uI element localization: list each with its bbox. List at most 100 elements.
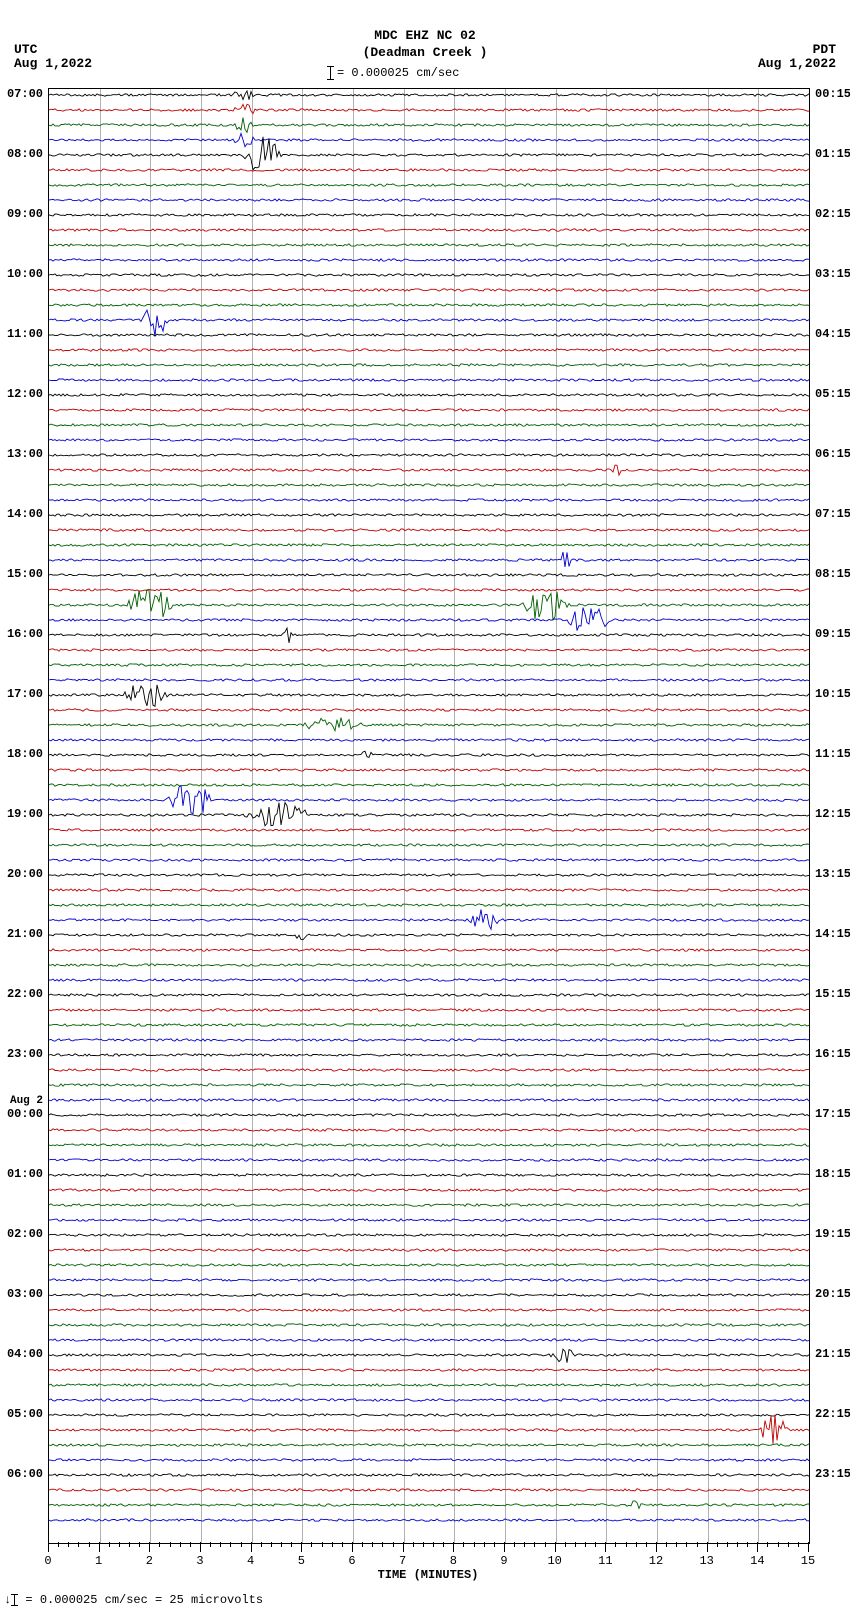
x-tick-minor (109, 1542, 110, 1547)
x-tick-minor (230, 1542, 231, 1547)
x-tick-label: 5 (298, 1554, 305, 1568)
left-time-label: 08:00 (7, 147, 43, 161)
footer-bar-icon (14, 1594, 15, 1606)
left-time-label: 09:00 (7, 207, 43, 221)
station-name: (Deadman Creek ) (0, 45, 850, 62)
x-tick-label: 7 (399, 1554, 406, 1568)
left-time-label: 17:00 (7, 687, 43, 701)
footer-eq: = (25, 1593, 32, 1607)
x-tick-major (757, 1542, 758, 1552)
x-tick-label: 14 (750, 1554, 764, 1568)
x-tick-minor (686, 1542, 687, 1547)
x-tick-label: 15 (801, 1554, 815, 1568)
x-tick-minor (494, 1542, 495, 1547)
left-time-label: 10:00 (7, 267, 43, 281)
x-tick-minor (737, 1542, 738, 1547)
x-tick-major (48, 1542, 49, 1552)
right-time-label: 08:15 (815, 567, 850, 581)
right-time-label: 18:15 (815, 1167, 850, 1181)
x-tick-minor (261, 1542, 262, 1547)
x-tick-minor (545, 1542, 546, 1547)
left-date2-label: Aug 2 (10, 1095, 43, 1107)
tz-left-label: UTC (14, 42, 37, 57)
x-tick-minor (78, 1542, 79, 1547)
right-time-label: 04:15 (815, 327, 850, 341)
x-tick-minor (129, 1542, 130, 1547)
right-time-label: 01:15 (815, 147, 850, 161)
left-time-label: 19:00 (7, 807, 43, 821)
x-tick-major (504, 1542, 505, 1552)
x-tick-minor (413, 1542, 414, 1547)
x-axis: TIME (MINUTES) 0123456789101112131415 (48, 1542, 808, 1572)
x-tick-minor (484, 1542, 485, 1547)
x-tick-minor (666, 1542, 667, 1547)
x-tick-minor (220, 1542, 221, 1547)
right-time-label: 16:15 (815, 1047, 850, 1061)
x-tick-minor (372, 1542, 373, 1547)
left-time-label: 14:00 (7, 507, 43, 521)
left-time-label: 16:00 (7, 627, 43, 641)
right-time-label: 02:15 (815, 207, 850, 221)
left-time-label: 03:00 (7, 1287, 43, 1301)
x-tick-minor (241, 1542, 242, 1547)
x-tick-major (149, 1542, 150, 1552)
x-tick-label: 4 (247, 1554, 254, 1568)
x-tick-major (808, 1542, 809, 1552)
right-time-label: 20:15 (815, 1287, 850, 1301)
footer-scale: ↓ = 0.000025 cm/sec = 25 microvolts (4, 1593, 263, 1607)
x-tick-major (707, 1542, 708, 1552)
x-axis-title: TIME (MINUTES) (48, 1568, 808, 1582)
x-tick-minor (575, 1542, 576, 1547)
x-tick-minor (595, 1542, 596, 1547)
plot-area: 07:0008:0009:0010:0011:0012:0013:0014:00… (48, 88, 810, 1544)
x-tick-minor (322, 1542, 323, 1547)
x-tick-minor (119, 1542, 120, 1547)
left-time-label: 21:00 (7, 927, 43, 941)
left-time-label: 12:00 (7, 387, 43, 401)
x-tick-minor (271, 1542, 272, 1547)
x-tick-minor (615, 1542, 616, 1547)
left-time-label: 06:00 (7, 1467, 43, 1481)
x-tick-minor (676, 1542, 677, 1547)
left-time-label: 13:00 (7, 447, 43, 461)
x-tick-label: 1 (95, 1554, 102, 1568)
x-tick-major (555, 1542, 556, 1552)
footer-arrow-icon: ↓ (4, 1593, 11, 1607)
x-tick-minor (382, 1542, 383, 1547)
right-time-label: 22:15 (815, 1407, 850, 1421)
x-tick-major (352, 1542, 353, 1552)
x-tick-label: 2 (146, 1554, 153, 1568)
x-tick-minor (778, 1542, 779, 1547)
right-time-label: 10:15 (815, 687, 850, 701)
x-tick-major (251, 1542, 252, 1552)
left-time-label: 04:00 (7, 1347, 43, 1361)
x-tick-minor (697, 1542, 698, 1547)
right-time-label: 21:15 (815, 1347, 850, 1361)
left-time-label: 22:00 (7, 987, 43, 1001)
left-time-label: 00:00 (7, 1107, 43, 1121)
x-tick-label: 10 (547, 1554, 561, 1568)
x-tick-major (200, 1542, 201, 1552)
x-tick-label: 9 (500, 1554, 507, 1568)
x-tick-label: 11 (598, 1554, 612, 1568)
x-tick-minor (747, 1542, 748, 1547)
right-time-label: 03:15 (815, 267, 850, 281)
x-tick-minor (58, 1542, 59, 1547)
right-time-label: 11:15 (815, 747, 850, 761)
x-tick-minor (311, 1542, 312, 1547)
x-tick-minor (463, 1542, 464, 1547)
right-time-label: 23:15 (815, 1467, 850, 1481)
right-time-label: 12:15 (815, 807, 850, 821)
x-tick-minor (393, 1542, 394, 1547)
left-time-label: 20:00 (7, 867, 43, 881)
x-tick-minor (89, 1542, 90, 1547)
x-tick-minor (514, 1542, 515, 1547)
x-tick-minor (423, 1542, 424, 1547)
x-tick-minor (68, 1542, 69, 1547)
x-tick-major (605, 1542, 606, 1552)
trace-row (49, 1520, 809, 1521)
x-tick-minor (524, 1542, 525, 1547)
x-tick-minor (190, 1542, 191, 1547)
left-time-label: 02:00 (7, 1227, 43, 1241)
x-tick-minor (342, 1542, 343, 1547)
